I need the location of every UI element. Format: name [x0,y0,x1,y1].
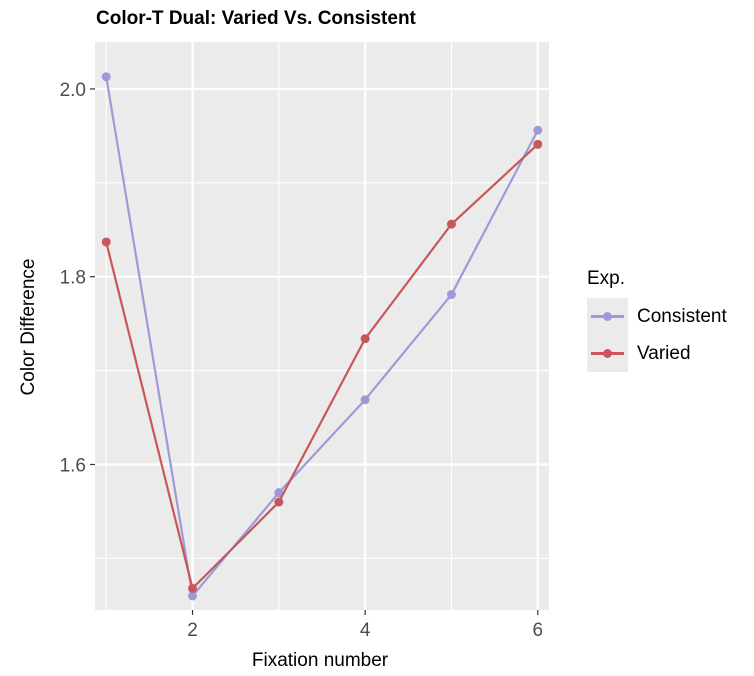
x-tick-label-1: 4 [360,620,371,641]
y-axis-title: Color Difference [18,258,39,396]
legend-key-consistent [587,298,628,335]
y-tick-label-0: 1.6 [60,455,86,476]
x-tick-label-2: 6 [532,620,543,641]
series-line-consistent [105,76,539,598]
legend-item-varied: Varied [587,335,727,372]
point-consistent-4 [360,395,370,405]
legend-point-varied [603,349,612,358]
legend-point-consistent [603,312,612,321]
panel-background [95,42,549,610]
series-layer [101,72,543,601]
point-consistent-3 [274,488,284,498]
legend-label-consistent: Consistent [637,305,727,327]
x-tick-label-0: 2 [187,620,198,641]
point-consistent-2 [188,591,198,601]
axis-ticks: 2 4 6 1.6 1.8 2.0 [60,80,543,641]
x-axis-title: Fixation number [251,650,389,671]
point-varied-4 [360,334,370,344]
point-varied-5 [446,219,456,229]
point-varied-6 [533,139,543,149]
point-varied-2 [188,583,198,593]
series-line-varied [105,143,539,590]
legend-label-varied: Varied [637,342,691,364]
legend: Exp. Consistent Varied [587,268,727,372]
y-tick-label-2: 2.0 [60,80,86,101]
legend-key-varied [587,335,628,372]
legend-title: Exp. [587,268,626,289]
legend-item-consistent: Consistent [587,298,727,335]
point-varied-1 [101,237,111,247]
point-varied-3 [274,497,284,507]
y-tick-label-1: 1.8 [60,268,86,289]
point-consistent-5 [446,290,456,300]
point-consistent-1 [101,72,111,82]
point-consistent-6 [533,125,543,135]
chart-title: Color-T Dual: Varied Vs. Consistent [96,8,416,29]
